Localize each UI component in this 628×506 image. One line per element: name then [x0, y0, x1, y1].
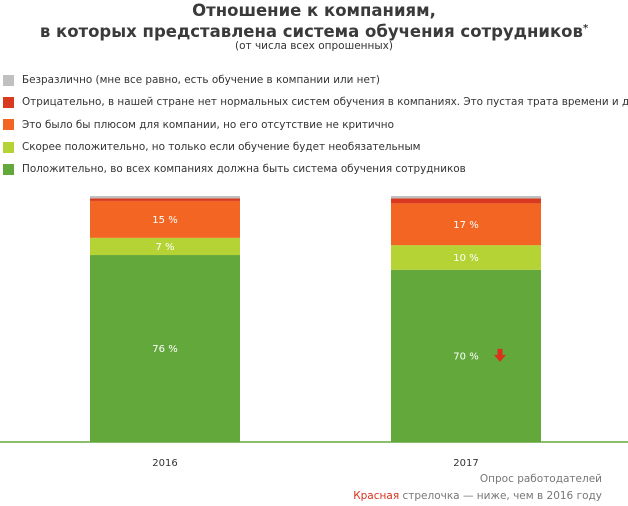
legend-swatch [3, 74, 14, 86]
chart-title-line-2: в которых представлена система обучения … [0, 19, 628, 42]
bar-segment [90, 200, 240, 238]
legend-item: Это было бы плюсом для компании, но его … [3, 114, 628, 136]
data-label: 76 % [152, 344, 177, 355]
legend-swatch [3, 119, 14, 131]
bar-segment [391, 196, 541, 199]
data-label: 70 % [453, 351, 478, 362]
data-label: 7 % [155, 242, 174, 253]
chart-subtitle: (от числа всех опрошенных) [234, 40, 393, 52]
bar-segment [90, 198, 240, 201]
chart-title-line-1: Отношение к компаниям, [192, 1, 436, 20]
legend-swatch [3, 141, 14, 153]
legend: Безразлично (мне все равно, есть обучени… [3, 69, 628, 180]
footnote-mark: * [582, 23, 589, 34]
x-tick-label: 2017 [453, 458, 478, 469]
data-label: 10 % [453, 253, 478, 264]
bar-segment [391, 245, 541, 270]
footer-source: Опрос работодателей [479, 473, 602, 485]
legend-swatch [3, 163, 14, 175]
down-arrow-icon [494, 348, 506, 362]
legend-label: Это было бы плюсом для компании, но его … [22, 118, 394, 131]
legend-item: Безразлично (мне все равно, есть обучени… [3, 69, 628, 91]
legend-item: Скорее положительно, но только если обуч… [3, 136, 628, 158]
bar-segment [90, 237, 240, 256]
bar-segment [391, 269, 541, 442]
legend-label: Отрицательно, в нашей стране нет нормаль… [22, 96, 628, 109]
legend-item: Отрицательно, в нашей стране нет нормаль… [3, 91, 628, 113]
legend-label: Скорее положительно, но только если обуч… [22, 141, 421, 154]
bar-segment [90, 255, 240, 442]
legend-label: Положительно, во всех компаниях должна б… [22, 163, 466, 176]
data-label: 17 % [453, 220, 478, 231]
stacked-bar-chart: 76 % 7 % 15 % 2016 70 % 10 % 17 % 2017 [0, 196, 628, 469]
legend-label: Безразлично (мне все равно, есть обучени… [22, 74, 380, 87]
legend-swatch [3, 96, 14, 108]
footer-note-text: стрелочка — ниже, чем в 2016 году [402, 490, 602, 502]
bar-segment [90, 196, 240, 199]
footer-note-red-word: Красная [353, 490, 400, 502]
x-tick-label: 2016 [152, 458, 177, 469]
footer-note: Красная стрелочка — ниже, чем в 2016 год… [353, 490, 602, 502]
legend-item: Положительно, во всех компаниях должна б… [3, 158, 628, 180]
data-label: 15 % [152, 215, 177, 226]
chart-title-text: в которых представлена система обучения … [39, 22, 583, 41]
bar-segment [391, 203, 541, 246]
bar-segment [391, 198, 541, 204]
